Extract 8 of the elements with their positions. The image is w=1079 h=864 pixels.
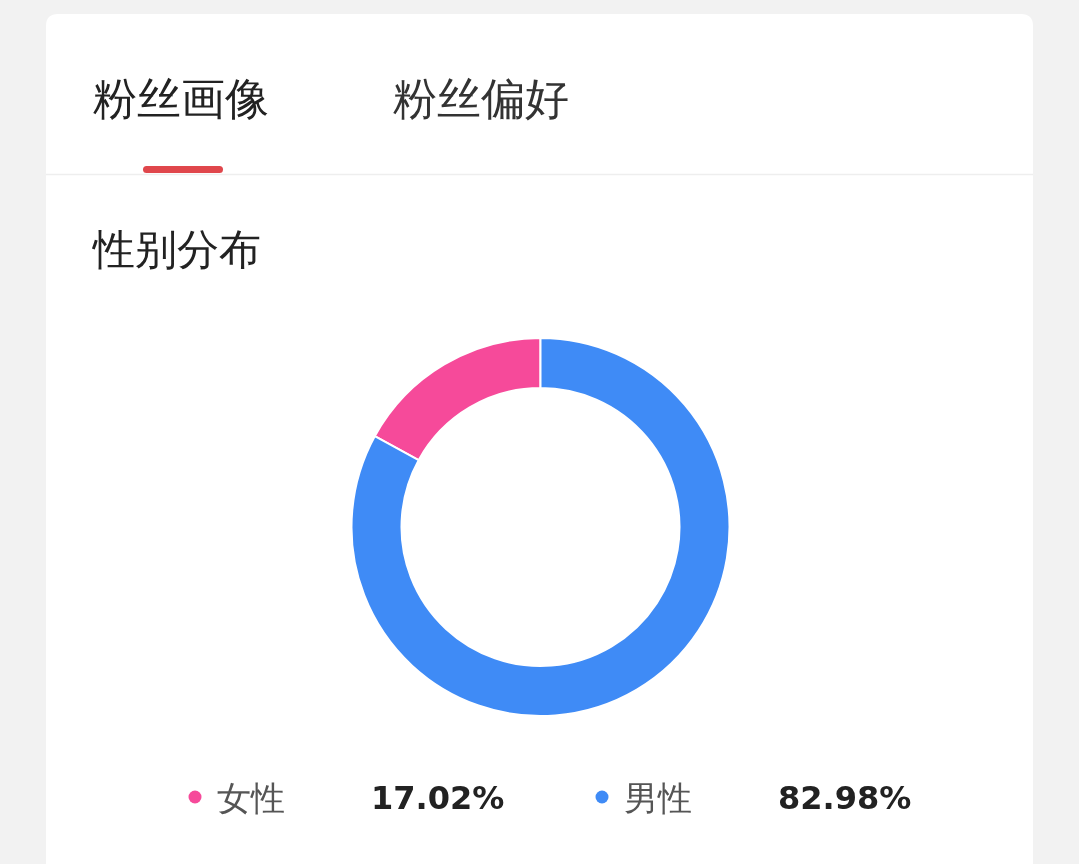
legend-label: 男性 xyxy=(624,778,692,818)
data-label: 82.98% xyxy=(778,779,912,817)
text: 粉丝偏好 xyxy=(393,73,569,124)
data-label: 17.02% xyxy=(371,779,505,817)
chart-title: 性别分布 xyxy=(91,225,261,274)
text: 粉丝画像 xyxy=(93,73,269,124)
legend-label: 女性 xyxy=(217,778,285,818)
donut-slice xyxy=(350,337,731,717)
